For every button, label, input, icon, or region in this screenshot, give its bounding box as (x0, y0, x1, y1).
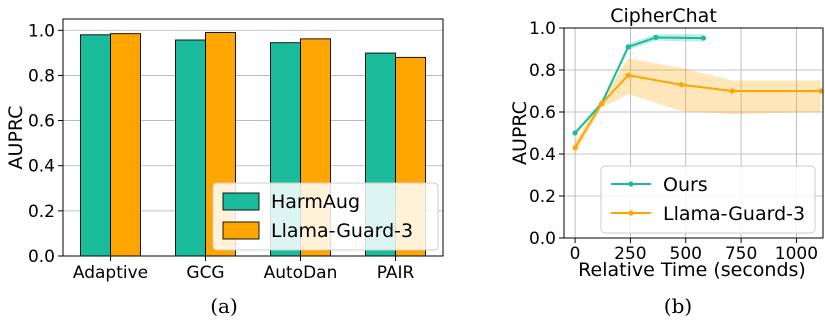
data-point (599, 101, 605, 107)
confidence-band (575, 58, 821, 155)
legend-label: Llama-Guard-3 (271, 220, 413, 242)
data-point (572, 130, 578, 136)
y-tick-label: 0.8 (529, 61, 556, 81)
line-chart-panel: CipherChat 0.0 0.2 0.4 0.6 0.8 1.0 0 250 500 750… (509, 5, 824, 318)
bar (110, 33, 141, 257)
x-tick-label: 0 (570, 244, 581, 264)
x-tick-label: 750 (725, 244, 757, 264)
bar-chart-legend: HarmAug Llama-Guard-3 (212, 182, 439, 251)
legend-marker (628, 181, 634, 187)
bar-chart-y-label: AUPRC (5, 106, 27, 170)
legend-swatch (222, 192, 260, 211)
legend-marker (628, 210, 634, 216)
y-tick-label: 0.4 (28, 157, 55, 177)
y-tick-label: 0.2 (28, 202, 55, 222)
data-point (625, 44, 631, 50)
y-tick-label: 0.0 (529, 229, 556, 249)
data-point (572, 145, 578, 151)
data-point (653, 34, 659, 41)
y-tick-label: 0.2 (529, 187, 556, 207)
y-tick-label: 0.8 (28, 66, 55, 86)
y-tick-label: 0.6 (529, 103, 556, 123)
legend-label: Ours (663, 174, 708, 196)
x-tick-label: AutoDan (264, 263, 338, 283)
legend-box (600, 165, 816, 234)
data-point (729, 88, 735, 94)
legend-label: HarmAug (271, 191, 360, 213)
line-chart-frame (563, 27, 824, 239)
line-chart-title: CipherChat (610, 5, 717, 27)
y-tick-label: 0.4 (529, 145, 556, 165)
legend-box (212, 182, 439, 251)
data-point (678, 82, 684, 88)
bar (175, 39, 206, 257)
bar-chart-panel: 0.0 0.2 0.4 0.6 0.8 1.0 Adaptive GCG AutoDan PAI… (5, 18, 444, 318)
caption-b: (b) (664, 294, 692, 318)
line-chart-y-ticks: 0.0 0.2 0.4 0.6 0.8 1.0 (529, 19, 564, 249)
line-chart-x-ticks: 0 250 500 750 1000 (570, 238, 818, 264)
line-chart-x-label: Relative Time (seconds) (578, 259, 806, 281)
bar-chart-frame (62, 18, 444, 257)
line-chart-confidence-bands (575, 34, 821, 155)
legend-label: Llama-Guard-3 (663, 203, 805, 225)
x-tick-label: 1000 (775, 244, 818, 264)
x-tick-label: PAIR (377, 263, 415, 283)
line-chart-y-label: AUPRC (509, 101, 531, 165)
x-tick-label: 500 (670, 244, 702, 264)
line-chart-series (572, 34, 824, 151)
data-point (625, 72, 631, 78)
legend-swatch (222, 221, 260, 240)
series-line (574, 74, 821, 149)
bar-chart-x-ticks: Adaptive GCG AutoDan PAIR (73, 256, 415, 283)
data-point (700, 35, 707, 41)
caption-a: (a) (210, 294, 238, 318)
x-tick-label: GCG (186, 263, 224, 283)
y-tick-label: 0.0 (28, 247, 55, 267)
x-tick-label: 250 (614, 244, 646, 264)
x-tick-label: Adaptive (73, 263, 148, 283)
bar-chart-y-ticks: 0.0 0.2 0.4 0.6 0.8 1.0 (28, 21, 63, 267)
data-point (818, 88, 824, 94)
y-tick-label: 1.0 (529, 19, 556, 39)
y-tick-label: 0.6 (28, 112, 55, 132)
y-tick-label: 1.0 (28, 21, 55, 41)
line-chart-legend: Ours Llama-Guard-3 (600, 165, 816, 234)
bar (80, 34, 111, 257)
